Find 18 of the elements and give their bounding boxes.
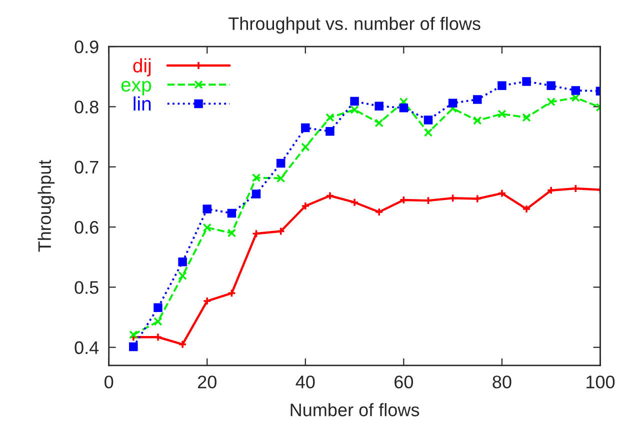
y-tick-label: 0.6 [74, 220, 98, 234]
y-tick-label: 0.7 [74, 160, 98, 174]
legend-label: lin [134, 96, 151, 110]
x-tick-label: 60 [394, 376, 414, 388]
chart-title: Throughput vs. number of flows [228, 16, 480, 34]
y-tick-label: 0.8 [74, 100, 98, 114]
legend-label: dij [133, 58, 151, 76]
x-tick-label: 20 [198, 376, 216, 388]
y-axis-title: Throughput [38, 160, 55, 252]
legend-label: exp [121, 80, 152, 96]
x-tick-label: 80 [492, 376, 512, 388]
x-tick-label: 0 [104, 376, 114, 388]
x-tick-label: 100 [586, 376, 615, 388]
x-axis-title: Number of flows [290, 403, 420, 416]
x-tick-label: 40 [296, 376, 315, 388]
y-tick-label: 0.4 [74, 341, 99, 354]
y-tick-label: 0.9 [74, 40, 98, 54]
y-tick-label: 0.5 [74, 281, 98, 294]
